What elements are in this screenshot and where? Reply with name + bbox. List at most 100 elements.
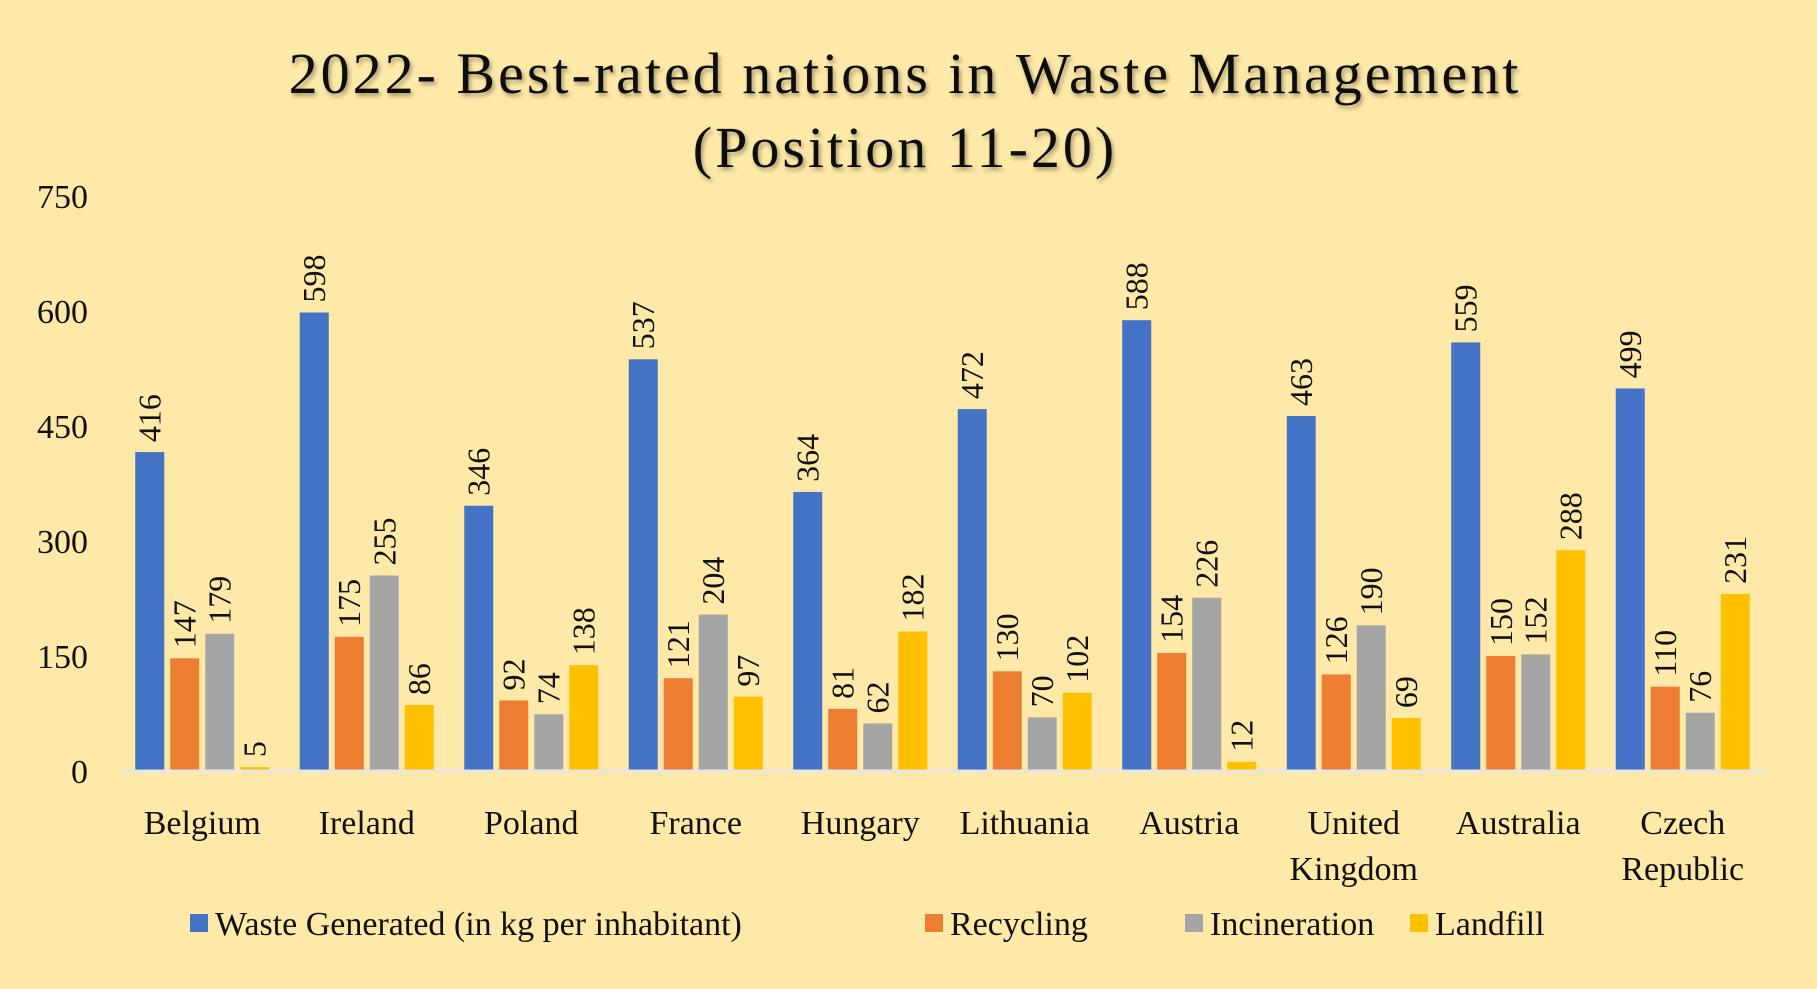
bar (404, 705, 434, 771)
data-label: 62 (860, 681, 896, 713)
legend-item: Waste Generated (in kg per inhabitant) (190, 906, 742, 943)
bar (334, 636, 364, 771)
x-tick-label: Czech (1640, 805, 1725, 842)
y-axis: 0 150 300 450 600 750 (37, 179, 88, 791)
data-label: 175 (331, 579, 367, 627)
bar (464, 505, 494, 771)
x-tick-label: Australia (1456, 805, 1581, 842)
data-label: 588 (1119, 262, 1155, 310)
data-label: 179 (202, 576, 238, 624)
legend-item: Recycling (925, 906, 1088, 943)
legend-swatch (925, 914, 943, 932)
data-label: 226 (1189, 540, 1225, 588)
chart-title-line-1: 2022- Best-rated nations in Waste Manage… (289, 41, 1522, 106)
data-label: 499 (1612, 330, 1648, 378)
data-label: 537 (625, 301, 661, 349)
legend-swatch (1185, 914, 1203, 932)
bar (1615, 388, 1645, 771)
data-label: 76 (1682, 671, 1718, 703)
data-label: 70 (1024, 675, 1060, 707)
bar (1486, 656, 1516, 771)
category-group: 346 92 74 138 (461, 448, 602, 771)
bar (1556, 550, 1586, 771)
bar (499, 700, 529, 771)
legend-swatch (190, 914, 208, 932)
y-tick-label: 600 (37, 294, 88, 331)
bar (1321, 674, 1351, 771)
data-label: 130 (989, 613, 1025, 661)
data-label: 152 (1518, 596, 1554, 644)
bar (569, 665, 599, 771)
data-label: 102 (1059, 635, 1095, 683)
bar (1451, 342, 1481, 771)
bar (240, 767, 270, 771)
data-label: 12 (1224, 720, 1260, 752)
x-tick-label: Belgium (144, 805, 261, 842)
category-group: 559 150 152 288 (1448, 284, 1589, 771)
data-label: 69 (1388, 676, 1424, 708)
legend-label: Waste Generated (in kg per inhabitant) (215, 906, 742, 943)
legend: Waste Generated (in kg per inhabitant) Re… (190, 906, 1545, 943)
bar (534, 714, 564, 771)
data-label: 288 (1553, 492, 1589, 540)
category-group: 537 121 204 97 (625, 301, 766, 771)
bar (628, 359, 658, 771)
chart-title-line-2: (Position 11-20) (693, 115, 1117, 180)
x-tick-label: France (649, 805, 742, 842)
x-tick-label: Kingdom (1290, 851, 1418, 888)
data-label: 138 (566, 607, 602, 655)
bar (898, 631, 928, 771)
data-label: 255 (366, 518, 402, 566)
category-group: 588 154 226 12 (1119, 262, 1260, 771)
data-label: 147 (167, 600, 203, 648)
legend-item: Landfill (1410, 906, 1545, 943)
bar (205, 633, 235, 771)
data-label: 126 (1318, 616, 1354, 664)
legend-label: Landfill (1435, 906, 1545, 943)
data-label: 97 (730, 655, 766, 687)
bar (369, 575, 399, 771)
data-label: 182 (895, 573, 931, 621)
data-label: 416 (132, 394, 168, 442)
bar (1062, 692, 1092, 771)
bar (957, 409, 987, 771)
data-label: 231 (1717, 536, 1753, 584)
y-tick-label: 150 (37, 639, 88, 676)
bar (1391, 718, 1421, 771)
data-label: 86 (401, 663, 437, 695)
bar (733, 696, 763, 771)
legend-item: Incineration (1185, 906, 1374, 943)
bar (1521, 654, 1551, 771)
bar (1227, 761, 1257, 771)
bar (793, 491, 823, 771)
category-group: 364 81 62 182 (790, 434, 931, 771)
bar (135, 452, 165, 771)
bar (1650, 686, 1680, 771)
data-label: 346 (461, 448, 497, 496)
y-tick-label: 750 (37, 179, 88, 216)
data-label: 472 (954, 351, 990, 399)
legend-label: Incineration (1210, 906, 1374, 943)
bar (992, 671, 1022, 771)
data-label: 121 (660, 620, 696, 668)
bar (170, 658, 200, 771)
x-tick-label: Lithuania (960, 805, 1090, 842)
y-tick-label: 450 (37, 409, 88, 446)
y-tick-label: 0 (71, 754, 88, 791)
bar (663, 678, 693, 771)
data-label: 81 (825, 667, 861, 699)
data-label: 463 (1283, 358, 1319, 406)
data-label: 150 (1483, 598, 1519, 646)
data-label: 559 (1448, 284, 1484, 332)
bar (1720, 593, 1750, 771)
data-label: 74 (531, 672, 567, 704)
x-axis: Belgium Ireland Poland France Hungary Lithuan… (120, 769, 1765, 888)
legend-label: Recycling (950, 906, 1088, 943)
bar (1286, 416, 1316, 771)
data-label: 598 (296, 255, 332, 303)
